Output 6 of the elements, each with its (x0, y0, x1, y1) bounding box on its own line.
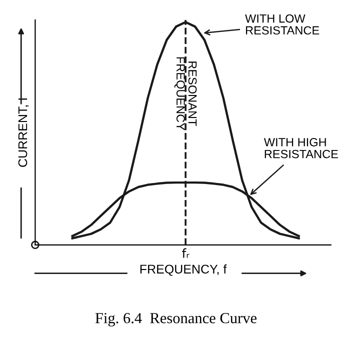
annotation: WITH LOW RESISTANCE (245, 14, 320, 35)
x-axis-title: FREQUENCY, f (140, 264, 227, 276)
annotation: RESONANT FREQUENCY (174, 57, 197, 130)
caption: Fig. 6.4 Resonance Curve (95, 313, 257, 326)
annotation: WITH HIGH RESISTANCE (264, 138, 338, 158)
text: fᵣ (182, 248, 190, 258)
